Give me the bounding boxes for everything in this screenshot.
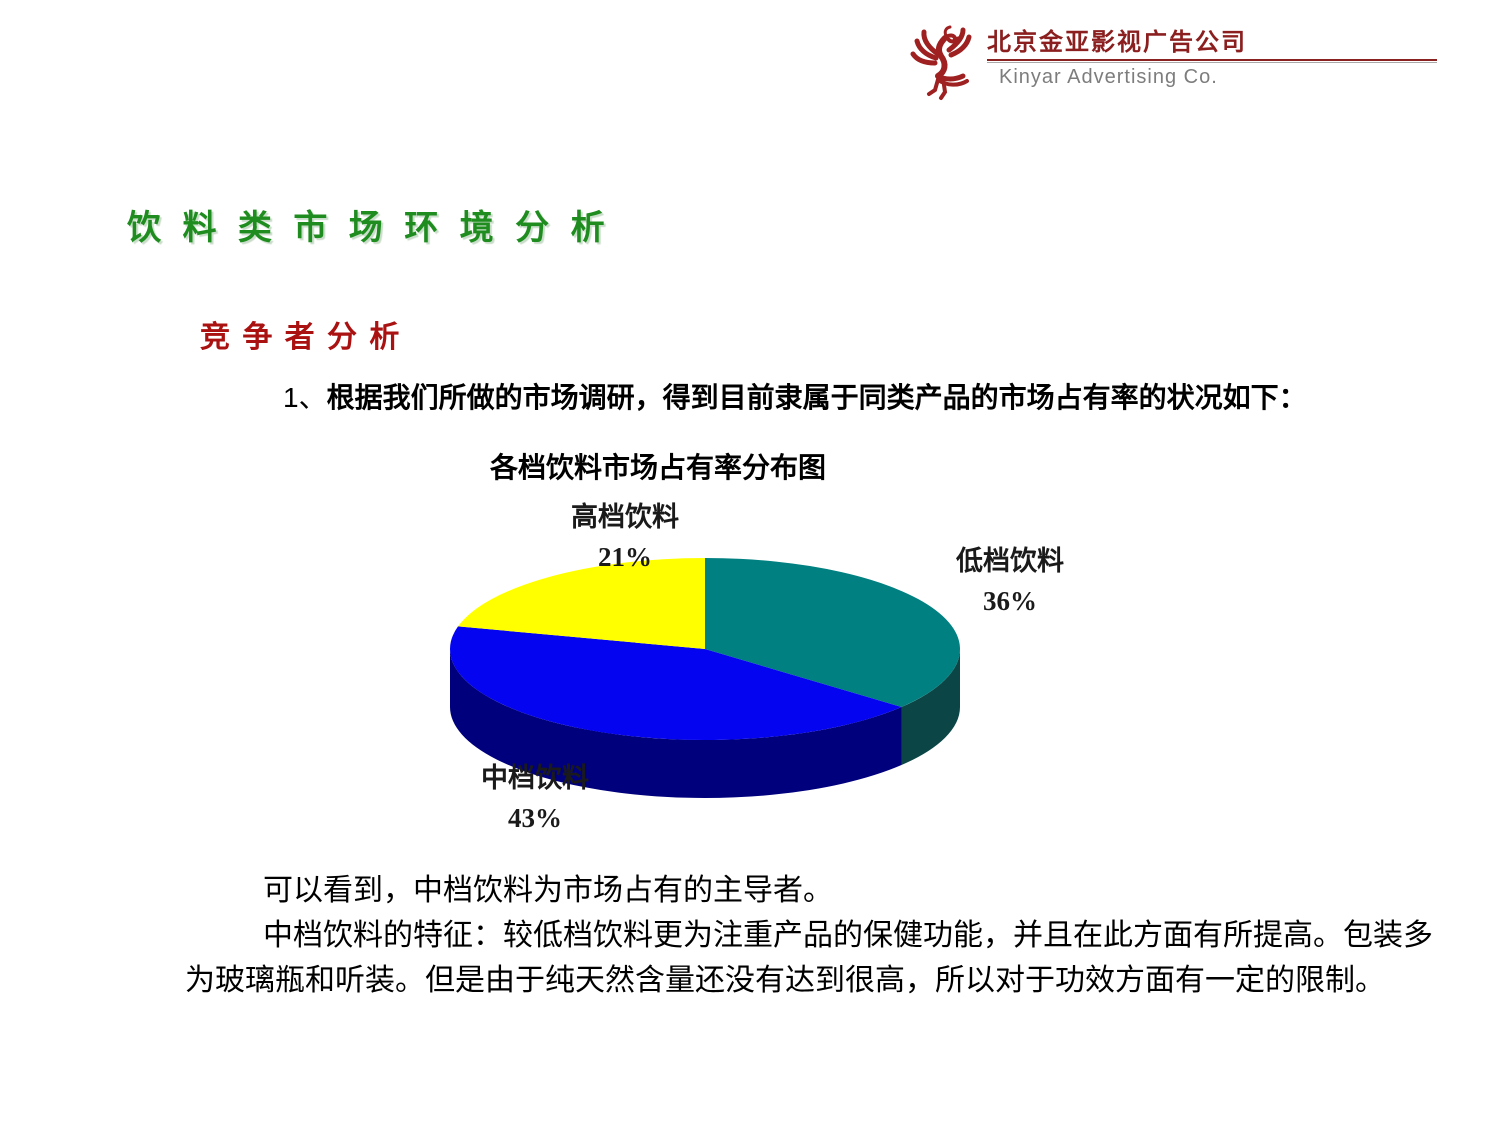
slice-percent: 43% — [508, 803, 562, 833]
page-title: 饮 料 类 市 场 环 境 分 析 — [127, 209, 611, 247]
brand-header: 北京金亚影视广告公司 Kinyar Advertising Co. — [905, 22, 1445, 106]
brand-rule — [987, 59, 1437, 63]
company-name-cn: 北京金亚影视广告公司 — [987, 29, 1247, 56]
brand-text-block: 北京金亚影视广告公司 Kinyar Advertising Co. — [987, 30, 1439, 89]
intro-sentence: 1、根据我们所做的市场调研，得到目前隶属于同类产品的市场占有率的状况如下： — [283, 376, 1307, 416]
section-subtitle: 竞 争 者 分 析 — [200, 321, 402, 354]
slice-percent: 21% — [598, 542, 652, 572]
phoenix-logo-icon — [910, 25, 972, 100]
intro-number: 1、 — [283, 382, 327, 413]
pie-label-low-grade: 低档饮料 36% — [920, 541, 1100, 621]
conclusion-line: 为玻璃瓶和听装。但是由于纯天然含量还没有达到很高，所以对于功效方面有一定的限制。 — [185, 964, 1385, 997]
conclusion-line: 可以看到，中档饮料为市场占有的主导者。 — [263, 874, 833, 907]
slice-label: 高档饮料 — [571, 502, 679, 532]
pie-chart — [450, 558, 960, 798]
slice-label: 中档饮料 — [481, 763, 589, 793]
conclusion-paragraph: 可以看到，中档饮料为市场占有的主导者。 中档饮料的特征：较低档饮料更为注重产品的… — [185, 868, 1435, 1003]
chart-title: 各档饮料市场占有率分布图 — [490, 452, 827, 483]
conclusion-line: 中档饮料的特征：较低档饮料更为注重产品的保健功能，并且在此方面有所提高。包装多 — [263, 919, 1433, 952]
pie-label-high-grade: 高档饮料 21% — [540, 497, 710, 577]
intro-text: 根据我们所做的市场调研，得到目前隶属于同类产品的市场占有率的状况如下： — [326, 382, 1307, 413]
pie-label-mid-grade: 中档饮料 43% — [450, 758, 620, 838]
slice-label: 低档饮料 — [956, 546, 1064, 576]
slice-percent: 36% — [983, 586, 1037, 616]
company-name-en: Kinyar Advertising Co. — [999, 66, 1218, 88]
